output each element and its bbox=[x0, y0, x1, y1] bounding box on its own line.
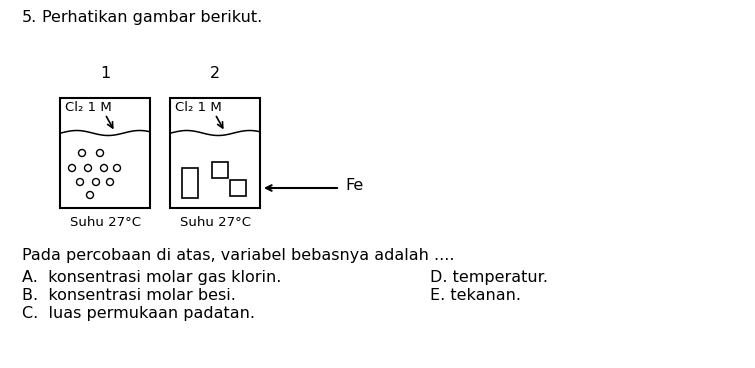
Text: Cl₂ 1 M: Cl₂ 1 M bbox=[65, 101, 112, 114]
Text: 5.: 5. bbox=[22, 10, 37, 25]
Text: Cl₂ 1 M: Cl₂ 1 M bbox=[175, 101, 222, 114]
Circle shape bbox=[93, 178, 100, 185]
Circle shape bbox=[100, 164, 107, 171]
Circle shape bbox=[85, 164, 91, 171]
Bar bbox=[60, 98, 150, 208]
Circle shape bbox=[97, 149, 103, 156]
Circle shape bbox=[69, 164, 76, 171]
Circle shape bbox=[87, 191, 94, 198]
Text: 2: 2 bbox=[210, 66, 220, 81]
Circle shape bbox=[113, 164, 121, 171]
Text: 1: 1 bbox=[100, 66, 110, 81]
Text: Pada percobaan di atas, variabel bebasnya adalah ....: Pada percobaan di atas, variabel bebasny… bbox=[22, 248, 455, 263]
Circle shape bbox=[76, 178, 84, 185]
Bar bbox=[212, 162, 228, 178]
Text: Suhu 27°C: Suhu 27°C bbox=[69, 216, 140, 229]
Text: Perhatikan gambar berikut.: Perhatikan gambar berikut. bbox=[42, 10, 262, 25]
Text: Fe: Fe bbox=[345, 178, 363, 194]
Text: E. tekanan.: E. tekanan. bbox=[430, 288, 521, 303]
Bar bbox=[182, 168, 198, 198]
Text: B.  konsentrasi molar besi.: B. konsentrasi molar besi. bbox=[22, 288, 236, 303]
Circle shape bbox=[79, 149, 85, 156]
Text: C.  luas permukaan padatan.: C. luas permukaan padatan. bbox=[22, 306, 255, 321]
Bar bbox=[230, 180, 246, 196]
Circle shape bbox=[106, 178, 113, 185]
Text: Suhu 27°C: Suhu 27°C bbox=[180, 216, 251, 229]
Text: D. temperatur.: D. temperatur. bbox=[430, 270, 548, 285]
Text: A.  konsentrasi molar gas klorin.: A. konsentrasi molar gas klorin. bbox=[22, 270, 282, 285]
Bar bbox=[170, 98, 260, 208]
